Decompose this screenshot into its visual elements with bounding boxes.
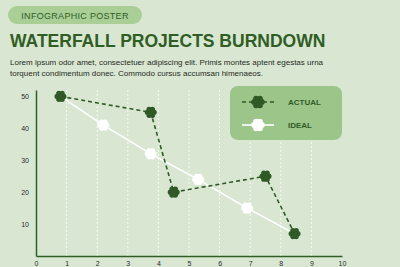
legend-marker — [251, 119, 265, 132]
y-tick-label: 10 — [21, 221, 29, 228]
legend-label: ACTUAL — [288, 98, 321, 107]
y-tick: 50 — [21, 93, 36, 100]
x-tick: 3 — [126, 256, 130, 267]
y-axis-line — [36, 91, 38, 257]
series-marker — [259, 171, 271, 182]
x-tick-label: 1 — [65, 260, 69, 267]
x-tick: 2 — [96, 256, 100, 267]
x-tick: 10 — [339, 256, 347, 267]
x-tick: 0 — [35, 256, 39, 267]
x-tick-label: 4 — [157, 260, 161, 267]
x-axis-line — [37, 256, 343, 258]
legend-label: IDEAL — [288, 121, 312, 130]
grid-line — [127, 90, 128, 256]
series-marker — [168, 187, 180, 198]
x-tick-label: 0 — [35, 260, 39, 267]
x-tick-label: 9 — [310, 260, 314, 267]
series-marker — [97, 120, 109, 131]
grid-line — [219, 90, 220, 256]
x-tick: 6 — [218, 256, 222, 267]
grid-line — [158, 90, 159, 256]
subtitle: Lorem ipsum odor amet, consectetuer adip… — [10, 58, 324, 78]
series-marker — [54, 91, 66, 102]
series-marker — [289, 228, 301, 239]
y-tick: 40 — [21, 125, 36, 132]
x-tick-label: 5 — [188, 260, 192, 267]
kicker-pill — [8, 6, 142, 24]
grid-line — [66, 90, 67, 256]
series-marker — [145, 148, 157, 159]
background — [0, 0, 400, 267]
x-tick: 7 — [249, 256, 253, 267]
title: WATERFALL PROJECTS BURNDOWN — [10, 31, 325, 51]
x-tick: 8 — [279, 256, 283, 267]
y-tick: 10 — [21, 221, 36, 228]
series-marker — [54, 91, 66, 102]
x-tick-label: 2 — [96, 260, 100, 267]
kicker: INFOGRAPHIC POSTER — [21, 11, 129, 21]
x-tick: 1 — [65, 256, 69, 267]
grid-line — [97, 90, 98, 256]
y-tick-label: 20 — [21, 189, 29, 196]
y-tick-label: 40 — [21, 125, 29, 132]
canvas: INFOGRAPHIC POSTER WATERFALL PROJECTS BUR… — [0, 0, 400, 267]
y-tick-label: 50 — [21, 93, 29, 100]
y-axis: 10 20 30 40 50 — [21, 91, 36, 257]
x-tick: 4 — [157, 256, 161, 267]
x-tick-label: 6 — [218, 260, 222, 267]
x-tick: 9 — [310, 256, 314, 267]
y-tick: 30 — [21, 157, 36, 164]
x-tick-label: 10 — [339, 260, 347, 267]
legend: ACTUAL IDEAL — [230, 86, 342, 140]
series-marker — [241, 203, 253, 214]
series-marker — [192, 174, 204, 185]
grid-line — [189, 90, 190, 256]
x-tick: 5 — [188, 256, 192, 267]
series-marker — [289, 228, 301, 239]
series-marker — [145, 107, 157, 118]
x-axis: 0 1 2 3 4 5 6 7 8 9 10 — [35, 256, 347, 267]
legend-marker — [251, 96, 265, 109]
x-tick-label: 8 — [279, 260, 283, 267]
legend-box — [230, 86, 342, 140]
y-tick-label: 30 — [21, 157, 29, 164]
x-tick-label: 3 — [126, 260, 130, 267]
y-tick: 20 — [21, 189, 36, 196]
x-tick-label: 7 — [249, 260, 253, 267]
